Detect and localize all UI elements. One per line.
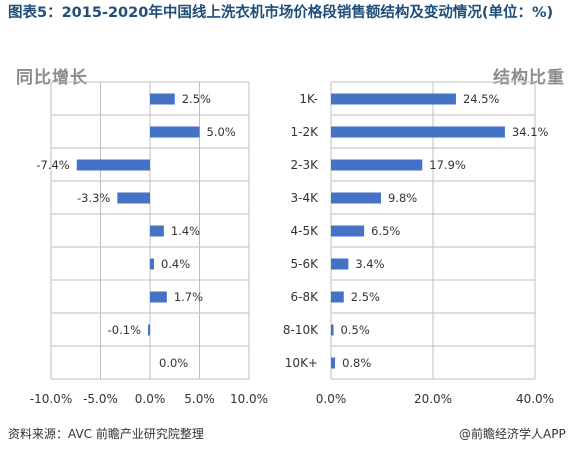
left-panel-label: 同比增长 [16,68,88,88]
right-bar [331,258,349,270]
left-tick-label: 5.0% [184,392,215,406]
right-data-label: 0.5% [341,323,370,337]
left-bar [150,225,164,237]
left-data-label: 2.5% [182,92,211,106]
right-bar [331,93,456,105]
category-label: 1K- [299,92,318,106]
left-bar [117,192,150,204]
left-data-label: 0.0% [159,356,188,370]
left-data-label: -7.4% [36,158,69,172]
left-tick-label: -5.0% [83,392,118,406]
right-bar [331,126,505,138]
category-label: 5-6K [291,257,320,271]
category-label: 10K+ [285,356,318,370]
source-note: 资料来源：AVC 前瞻产业研究院整理 [8,427,204,441]
left-data-label: 5.0% [207,125,236,139]
category-label: 8-10K [283,323,319,337]
left-data-label: -0.1% [108,323,141,337]
right-data-label: 17.9% [429,158,466,172]
left-data-label: -3.3% [77,191,110,205]
left-tick-label: 0.0% [135,392,166,406]
left-bar [76,159,150,171]
right-bar [331,291,344,303]
category-label: 1-2K [291,125,320,139]
right-bar [331,192,381,204]
right-data-label: 34.1% [512,125,549,139]
right-data-label: 3.4% [355,257,384,271]
left-tick-label: 10.0% [230,392,268,406]
brand-note: @前瞻经济学人APP [459,427,566,441]
left-bar [150,258,154,270]
right-panel-label: 结构比重 [493,68,565,88]
right-tick-label: 0.0% [316,392,347,406]
right-data-label: 2.5% [351,290,380,304]
right-bar [331,357,336,369]
right-bar [331,324,334,336]
left-bar [148,324,150,336]
left-bar [150,291,167,303]
left-bar [150,126,200,138]
left-data-label: 0.4% [161,257,190,271]
right-bar [331,225,365,237]
right-data-label: 0.8% [342,356,371,370]
category-label: 4-5K [291,224,320,238]
category-label: 2-3K [291,158,320,172]
category-label: 3-4K [291,191,320,205]
right-data-label: 24.5% [463,92,500,106]
left-data-label: 1.4% [171,224,200,238]
category-label: 6-8K [291,290,320,304]
left-bar [150,93,175,105]
left-data-label: 1.7% [174,290,203,304]
right-data-label: 6.5% [371,224,400,238]
right-data-label: 9.8% [388,191,417,205]
right-tick-label: 40.0% [516,392,554,406]
right-tick-label: 20.0% [414,392,452,406]
right-bar [331,159,423,171]
left-tick-label: -10.0% [30,392,72,406]
chart-title: 图表5：2015-2020年中国线上洗衣机市场价格段销售额结构及变动情况(单位：… [8,5,554,21]
